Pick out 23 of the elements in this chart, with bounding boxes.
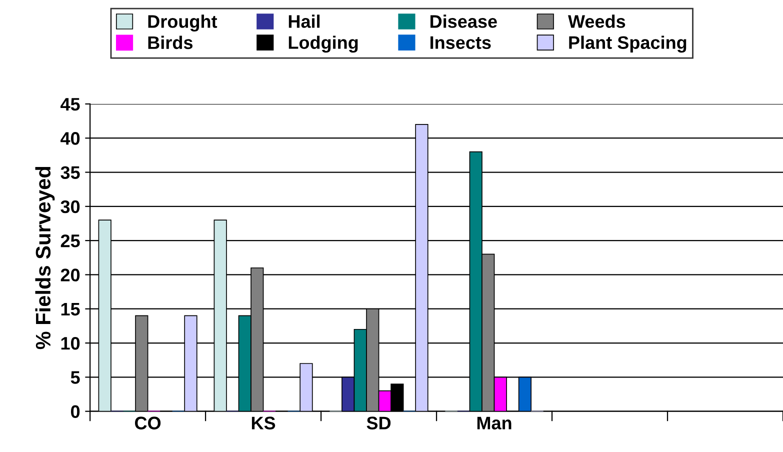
y-tick-label: 40 — [60, 132, 80, 145]
x-tick-label: KS — [252, 416, 276, 430]
y-tick-label: 30 — [60, 200, 80, 214]
y-tick-label: 25 — [60, 234, 80, 248]
y-tick-label: 45 — [60, 98, 80, 111]
x-tick-label: SD — [366, 416, 391, 430]
legend-label: Weeds — [568, 14, 626, 28]
legend-label: Hail — [288, 14, 320, 28]
legend-label: Birds — [148, 36, 192, 50]
x-tick-label: Man — [477, 416, 512, 430]
y-tick-label: 20 — [60, 268, 80, 282]
legend-label: Insects — [430, 36, 491, 49]
legend-label: Lodging — [288, 36, 358, 53]
x-tick-label: CO — [134, 416, 161, 430]
y-tick-label: 35 — [60, 166, 80, 180]
y-axis-title: % Fields Surveyed — [35, 166, 55, 350]
y-tick-label: 10 — [61, 336, 80, 350]
y-tick-label: 15 — [61, 302, 80, 316]
y-tick-label: 5 — [70, 371, 80, 384]
y-tick-label: 0 — [70, 405, 80, 418]
legend-label: Plant Spacing — [569, 36, 686, 53]
legend-label: Disease — [430, 14, 497, 28]
legend-label: Drought — [148, 14, 218, 32]
